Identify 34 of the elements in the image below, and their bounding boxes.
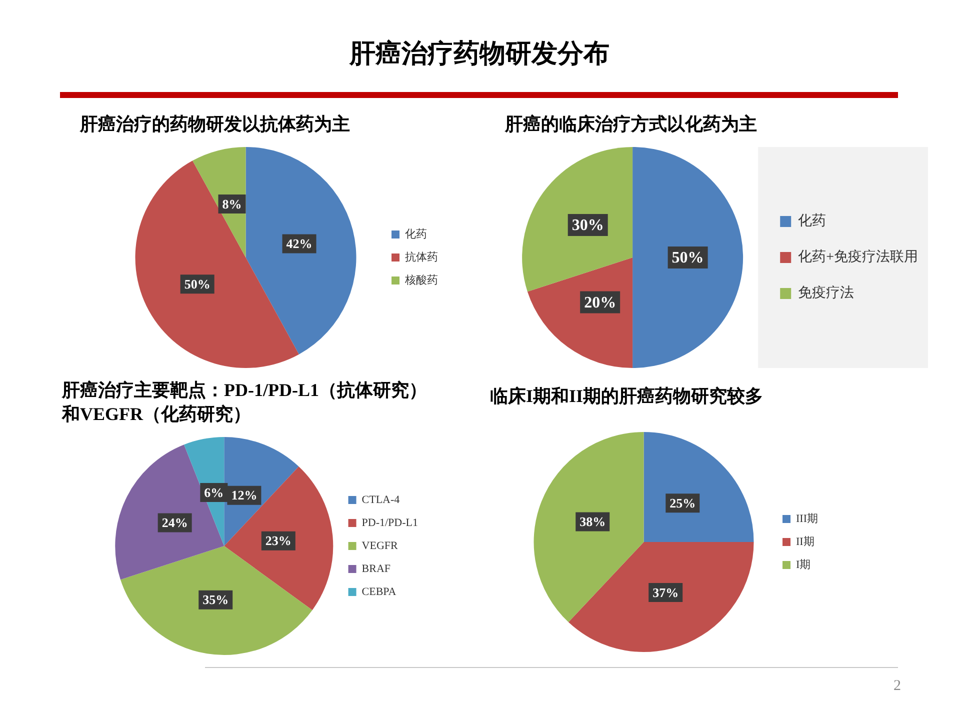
data-label: 42%: [286, 236, 312, 252]
legend-label: CEBPA: [362, 586, 396, 598]
data-label: 23%: [265, 533, 292, 548]
legend-label: 抗体药: [405, 250, 438, 264]
text: 肝癌治疗药物研发分布: [348, 38, 610, 70]
legend-label: VEGFR: [362, 540, 398, 552]
legend-label: 免疫疗法: [798, 285, 854, 302]
legend-label: 化药+免疫疗法联用: [798, 249, 918, 266]
data-label: 50%: [672, 250, 704, 267]
legend-label: 化药: [405, 227, 427, 240]
legend-label: CTLA-4: [362, 494, 400, 506]
text: 2: [894, 678, 901, 695]
data-label: 24%: [162, 515, 188, 530]
legend-label: PD-1/PD-L1: [362, 516, 418, 529]
legend-label: 化药: [798, 213, 826, 230]
data-label: 37%: [652, 584, 679, 600]
data-label: 30%: [572, 217, 604, 234]
chart-title: 肝癌的临床治疗方式以化药为主: [505, 113, 758, 136]
data-label: 12%: [231, 488, 258, 503]
legend-label: BRAF: [362, 562, 391, 575]
data-label: 25%: [670, 495, 696, 510]
data-label: 8%: [222, 196, 242, 212]
data-label: 50%: [184, 276, 210, 292]
data-label: 20%: [584, 294, 616, 312]
data-label: 38%: [580, 514, 606, 530]
chart-title: 肝癌治疗的药物研发以抗体药为主: [80, 113, 351, 136]
legend-label: I期: [796, 558, 811, 571]
legend-label: II期: [796, 536, 814, 548]
legend-label: III期: [796, 512, 818, 525]
chart-title: 临床I期和II期的肝癌药物研究较多: [490, 385, 764, 408]
chart-title: 肝癌治疗主要靶点：PD-1/PD-L1（抗体研究）和VEGFR（化药研究）: [62, 379, 428, 426]
legend-label: 核酸药: [404, 273, 438, 286]
data-label: 6%: [204, 484, 224, 500]
data-label: 35%: [202, 592, 229, 608]
